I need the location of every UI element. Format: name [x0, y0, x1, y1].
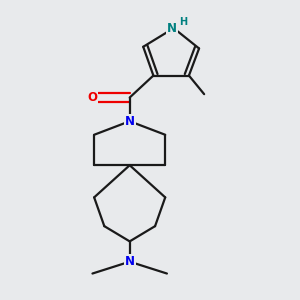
Text: N: N [167, 22, 177, 35]
Text: N: N [125, 255, 135, 268]
Text: O: O [88, 91, 98, 104]
Text: H: H [179, 17, 187, 27]
Text: N: N [125, 115, 135, 128]
